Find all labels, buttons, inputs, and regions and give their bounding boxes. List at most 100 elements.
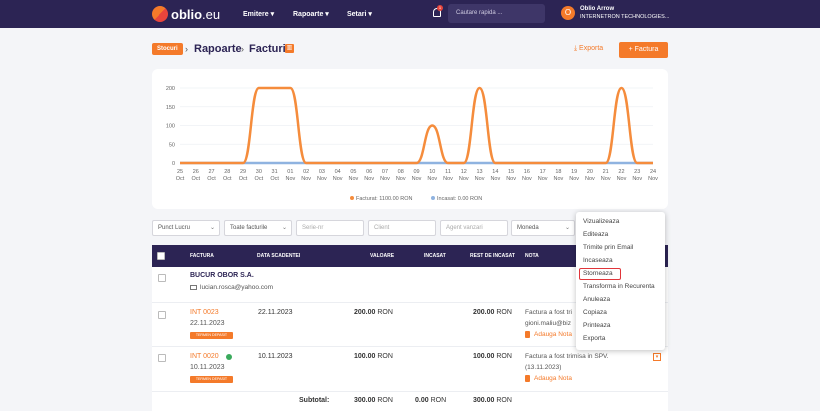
subtotal-value: 300.00 RON xyxy=(354,397,393,404)
row-checkbox[interactable] xyxy=(158,354,166,362)
x-tick-label: 05 xyxy=(350,169,356,175)
client-email[interactable]: lucian.rosca@yahoo.com xyxy=(200,284,274,291)
invoice-number[interactable]: INT 0020 xyxy=(190,353,219,360)
select-all-checkbox[interactable] xyxy=(157,252,165,260)
th-valoare[interactable]: VALOARE xyxy=(370,253,395,259)
filter-toate-facturile[interactable]: Toate facturile ⌄ xyxy=(224,220,292,236)
nav-setari[interactable]: Setari ▾ xyxy=(347,11,372,18)
client-name[interactable]: BUCUR OBOR S.A. xyxy=(190,272,254,279)
client-checkbox[interactable] xyxy=(158,274,166,282)
x-tick-label: Oct xyxy=(270,176,279,182)
filter-moneda[interactable]: Moneda ⌄ xyxy=(511,220,575,236)
nav-emitere[interactable]: Emitere ▾ xyxy=(243,11,275,18)
y-tick-label: 100 xyxy=(166,124,175,130)
chevron-down-icon: ⌄ xyxy=(281,225,287,231)
menu-item-exporta[interactable]: Exporta xyxy=(583,335,606,342)
x-tick-label: Nov xyxy=(585,176,595,182)
user-name[interactable]: Oblio Arrow xyxy=(580,6,615,12)
menu-item-trimite-prin-email[interactable]: Trimite prin Email xyxy=(583,244,634,251)
x-tick-label: Nov xyxy=(333,176,343,182)
chart-card: 0 50 100 150 200 25 Oct 26 Oct 27 Oct 28 Oct 29 Oct 30 O… xyxy=(152,69,668,209)
menu-item-printeaza[interactable]: Printeaza xyxy=(583,322,611,329)
y-tick-label: 150 xyxy=(166,105,175,111)
row-checkbox[interactable] xyxy=(158,311,166,319)
export-button[interactable]: ⤓ Exporta xyxy=(574,45,604,52)
x-tick-label: Oct xyxy=(207,176,216,182)
x-tick-label: 07 xyxy=(382,169,388,175)
filter-label: Serie-nr xyxy=(302,225,324,231)
avatar[interactable]: O xyxy=(561,6,575,20)
logo-text: oblio.eu xyxy=(171,6,221,22)
filter-label: Punct Lucru xyxy=(158,225,191,231)
chevron-down-icon: ⌄ xyxy=(209,225,215,231)
legend-marker-facturat xyxy=(350,196,354,200)
x-tick-label: 25 xyxy=(177,169,183,175)
divider xyxy=(152,391,668,392)
filter-serie-nr[interactable]: Serie-nr xyxy=(296,220,364,236)
menu-item-vizualizeaza[interactable]: Vizualizeaza xyxy=(583,218,620,225)
x-tick-label: 08 xyxy=(398,169,404,175)
x-tick-label: Oct xyxy=(191,176,200,182)
invoice-rest: 200.00 RON xyxy=(473,309,512,316)
y-tick-label: 50 xyxy=(169,142,175,148)
chevron-right-icon: › xyxy=(241,44,244,54)
nav-rapoarte[interactable]: Rapoarte ▾ xyxy=(293,11,329,18)
menu-item-copiaza[interactable]: Copiaza xyxy=(583,309,607,316)
x-tick-label: 02 xyxy=(303,169,309,175)
invoice-number[interactable]: INT 0023 xyxy=(190,309,219,316)
due-date: 10.11.2023 xyxy=(258,353,293,360)
download-icon: ⤓ xyxy=(574,45,580,52)
page-title: Facturi xyxy=(249,43,286,55)
x-tick-label: 16 xyxy=(524,169,530,175)
th-factura[interactable]: FACTURA xyxy=(190,253,214,259)
x-tick-label: 12 xyxy=(461,169,467,175)
x-tick-label: Oct xyxy=(176,176,185,182)
th-incasat[interactable]: INCASAT xyxy=(424,253,446,259)
y-tick-label: 0 xyxy=(172,161,175,167)
menu-item-anuleaza[interactable]: Anuleaza xyxy=(583,296,611,303)
filter-punct-lucru[interactable]: Punct Lucru ⌄ xyxy=(152,220,220,236)
menu-item-storneaza[interactable]: Storneaza xyxy=(583,270,613,277)
x-tick-label: 29 xyxy=(240,169,246,175)
breadcrumb-stocuri-button[interactable]: Stocuri xyxy=(152,43,183,55)
chevron-down-icon: ⌄ xyxy=(564,225,570,231)
row-actions-button[interactable]: ▾ xyxy=(653,353,661,361)
th-rest[interactable]: REST DE INCASAT xyxy=(470,253,515,259)
add-factura-button[interactable]: + Factura xyxy=(619,42,668,58)
legend-label-incasat: Incasat: 0.00 RON xyxy=(437,196,482,202)
th-nota[interactable]: NOTA xyxy=(525,253,539,259)
menu-item-editeaza[interactable]: Editeaza xyxy=(583,231,609,238)
user-company[interactable]: INTERNETRON TECHNOLOGIES... xyxy=(580,14,670,20)
spv-status-dot xyxy=(226,354,232,360)
y-tick-label: 200 xyxy=(166,86,175,92)
x-tick-label: 09 xyxy=(413,169,419,175)
nota-text-2: gioni.maliu@biz xyxy=(525,320,571,327)
add-note-link[interactable]: Adauga Nota xyxy=(534,331,572,338)
filter-agent-vanzari[interactable]: Agent vanzari xyxy=(440,220,508,236)
filter-client[interactable]: Client xyxy=(368,220,436,236)
x-tick-label: Nov xyxy=(632,176,642,182)
x-tick-label: 28 xyxy=(224,169,230,175)
menu-item-incaseaza[interactable]: Incaseaza xyxy=(583,257,613,264)
x-tick-label: 14 xyxy=(492,169,498,175)
x-tick-label: Nov xyxy=(427,176,437,182)
x-tick-label: 01 xyxy=(287,169,293,175)
notification-badge: 1 xyxy=(437,5,443,11)
x-tick-label: 15 xyxy=(508,169,514,175)
breadcrumb-rapoarte[interactable]: Rapoarte xyxy=(194,43,242,55)
menu-item-transforma-in-recurenta[interactable]: Transforma in Recurenta xyxy=(583,283,655,290)
chart-toggle-icon[interactable]: ▥ xyxy=(285,44,294,53)
x-tick-label: 06 xyxy=(366,169,372,175)
x-tick-label: Oct xyxy=(223,176,232,182)
x-tick-label: Nov xyxy=(538,176,548,182)
invoice-chart: 05010015020025Oct26Oct27Oct28Oct29Oct30O… xyxy=(166,86,658,202)
search-input[interactable]: Cautare rapida ... xyxy=(448,4,545,23)
th-scadenta[interactable]: DATA SCADENTEI xyxy=(257,253,301,259)
x-tick-label: Nov xyxy=(506,176,516,182)
invoice-date: 10.11.2023 xyxy=(190,364,225,371)
add-note-link[interactable]: Adauga Nota xyxy=(534,375,572,382)
x-tick-label: 31 xyxy=(272,169,278,175)
oblio-logo[interactable]: oblio.eu xyxy=(152,6,220,22)
due-date: 22.11.2023 xyxy=(258,309,293,316)
x-tick-label: Oct xyxy=(255,176,264,182)
